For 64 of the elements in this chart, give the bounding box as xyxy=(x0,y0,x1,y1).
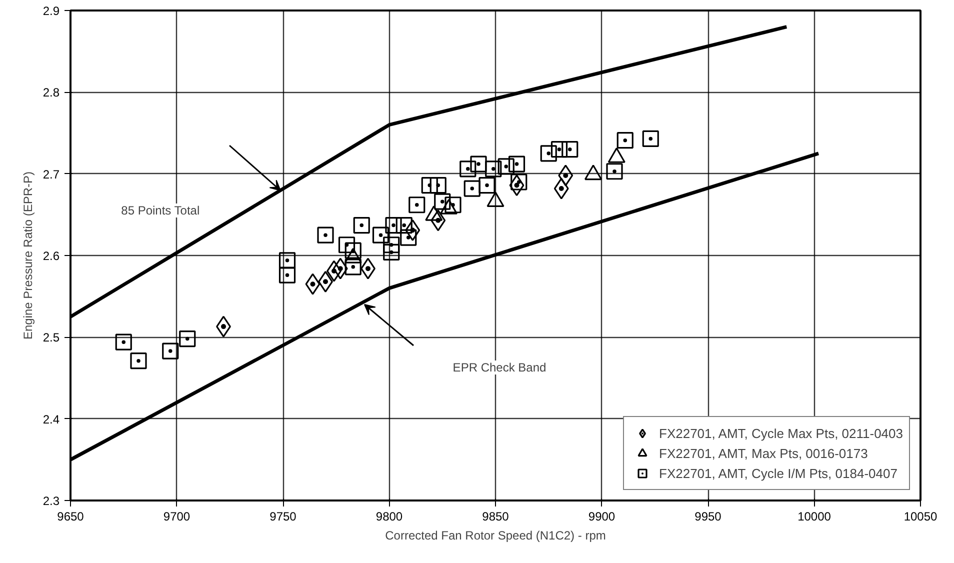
point xyxy=(498,158,514,175)
point xyxy=(478,176,496,194)
x-tick-label: 10050 xyxy=(904,510,938,524)
point xyxy=(430,176,446,194)
point xyxy=(383,236,400,254)
y-tick-label: 2.6 xyxy=(42,249,60,263)
point xyxy=(444,196,462,214)
point xyxy=(278,266,296,284)
point xyxy=(470,156,487,172)
y-tick-label: 2.4 xyxy=(42,412,60,426)
point xyxy=(332,258,348,280)
x-tick-label: 9900 xyxy=(588,510,616,524)
point xyxy=(485,160,502,178)
point xyxy=(408,196,426,214)
point xyxy=(540,145,557,162)
legend-label: FX22701, AMT, Cycle Max Pts, 0211-0403 xyxy=(659,426,903,440)
x-tick-label: 9700 xyxy=(163,510,190,524)
y-axis-title: Engine Pressure Ratio (EPR-P) xyxy=(20,171,35,340)
point xyxy=(278,252,296,269)
point xyxy=(606,163,623,180)
point xyxy=(464,180,480,197)
point xyxy=(508,156,526,172)
point xyxy=(562,141,578,158)
point xyxy=(554,178,569,200)
point xyxy=(115,334,132,350)
point xyxy=(385,216,402,234)
point xyxy=(130,352,147,370)
point xyxy=(162,342,179,360)
point xyxy=(344,258,362,276)
point xyxy=(434,193,451,210)
point xyxy=(421,176,438,194)
point xyxy=(642,130,659,148)
point xyxy=(353,216,370,234)
y-tick-label: 2.5 xyxy=(42,330,60,345)
y-tick-label: 2.3 xyxy=(42,494,60,508)
x-axis-title: Corrected Fan Rotor Speed (N1C2) - rpm xyxy=(385,528,606,542)
annotation: EPR Check Band xyxy=(452,360,546,374)
point xyxy=(179,330,196,348)
legend-label: FX22701, AMT, Max Pts, 0016-0173 xyxy=(659,446,868,460)
point xyxy=(430,210,446,232)
point xyxy=(400,229,417,246)
point xyxy=(616,132,634,149)
x-tick-label: 9800 xyxy=(376,510,403,524)
point xyxy=(550,141,568,158)
x-tick-label: 9650 xyxy=(57,510,84,524)
point xyxy=(396,216,412,234)
x-tick-label: 10000 xyxy=(798,510,832,524)
x-tick-label: 9750 xyxy=(270,510,297,524)
y-tick-label: 2.7 xyxy=(42,167,60,182)
point xyxy=(460,160,476,178)
point xyxy=(510,174,528,190)
point xyxy=(344,242,362,259)
point xyxy=(338,236,356,254)
legend-label: FX22701, AMT, Cycle I/M Pts, 0184-0407 xyxy=(659,466,898,480)
point xyxy=(558,164,574,186)
point xyxy=(383,244,400,261)
x-tick-label: 9850 xyxy=(482,510,510,524)
y-tick-label: 2.8 xyxy=(42,86,60,100)
point xyxy=(317,226,334,244)
point xyxy=(305,273,320,295)
y-tick-label: 2.9 xyxy=(42,4,60,18)
x-tick-label: 9950 xyxy=(694,510,722,524)
annotation: 85 Points Total xyxy=(121,204,200,218)
point xyxy=(372,226,390,244)
